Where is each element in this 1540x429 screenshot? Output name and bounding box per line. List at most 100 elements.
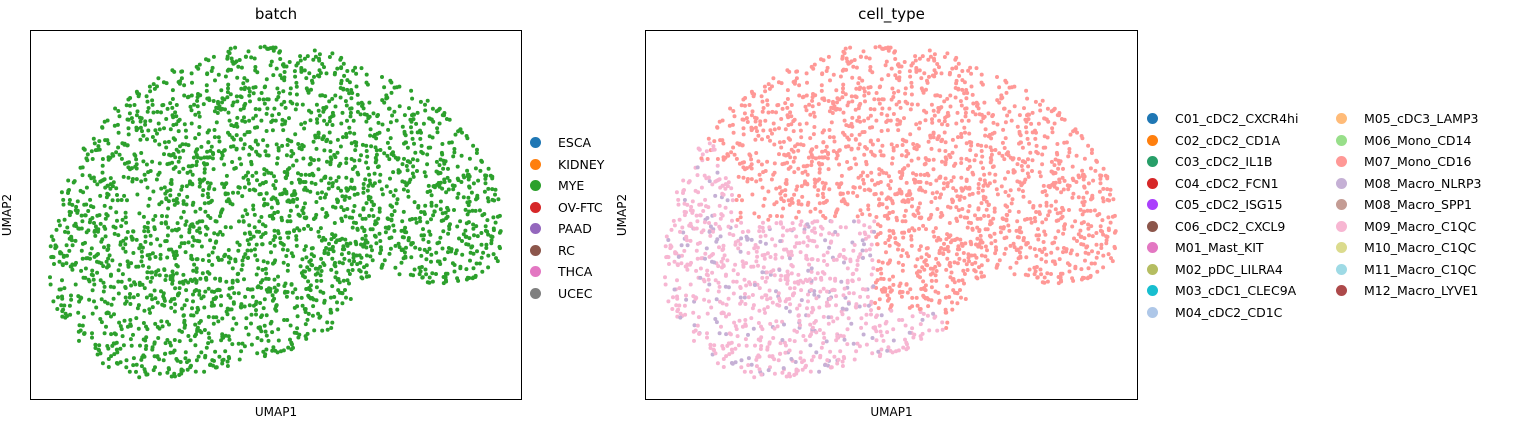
scatter-point [330,110,335,115]
scatter-point [929,285,934,290]
scatter-point [73,238,78,243]
scatter-point [88,256,92,261]
scatter-point [242,344,247,349]
scatter-point [138,125,143,130]
scatter-point [131,356,136,361]
scatter-point [1082,156,1087,161]
scatter-point [1104,241,1109,246]
scatter-point [270,298,275,303]
scatter-point [865,294,870,299]
scatter-point [382,100,387,105]
scatter-point [202,328,207,332]
scatter-point [131,295,136,300]
scatter-point [86,228,91,233]
scatter-point [169,305,174,310]
scatter-point [681,230,686,235]
scatter-point [261,259,266,264]
legend-label: THCA [558,264,593,280]
scatter-point [879,111,884,116]
scatter-point [930,271,935,276]
scatter-point [276,148,281,153]
scatter-point [91,175,96,180]
scatter-point [1071,178,1076,183]
scatter-point [265,202,270,207]
scatter-point [230,342,235,347]
scatter-point [269,250,273,255]
scatter-point [274,308,279,313]
scatter-point [963,106,968,111]
scatter-point [77,338,81,343]
scatter-point [932,113,937,118]
scatter-point [692,226,697,231]
scatter-point [860,256,865,260]
scatter-point [92,141,97,146]
scatter-point [794,76,799,81]
scatter-point [150,102,155,107]
scatter-point [868,107,873,111]
scatter-point [484,173,489,178]
batch-legend: ESCA KIDNEY MYE OV-FTC PAAD RC THCA UCEC [530,132,604,304]
scatter-point [1056,281,1061,286]
scatter-point [174,103,179,107]
scatter-point [429,193,434,198]
scatter-point [393,188,398,193]
scatter-point [165,338,170,342]
scatter-point [135,192,140,197]
scatter-point [415,169,419,173]
scatter-point [841,248,846,252]
scatter-point [347,91,352,96]
scatter-point [170,97,175,101]
scatter-point [328,155,333,160]
scatter-point [336,186,341,191]
scatter-point [374,148,379,153]
scatter-point [378,251,383,256]
scatter-point [373,234,378,239]
scatter-point [117,114,122,119]
scatter-point [200,258,205,262]
scatter-point [166,225,171,230]
scatter-point [976,186,981,191]
scatter-point [87,297,92,302]
scatter-point [288,208,293,213]
scatter-point [93,346,98,350]
scatter-point [1099,246,1104,250]
scatter-point [907,330,912,335]
scatter-point [108,176,113,181]
scatter-point [885,293,890,298]
scatter-point [873,45,878,50]
scatter-point [203,224,208,229]
scatter-point [96,144,101,149]
scatter-point [307,286,312,290]
scatter-point [355,109,360,114]
scatter-point [288,337,292,342]
scatter-point [105,213,110,218]
scatter-point [674,303,679,308]
scatter-point [940,159,944,164]
scatter-point [464,242,469,247]
scatter-point [173,155,178,160]
scatter-point [372,171,377,176]
scatter-point [767,288,772,293]
scatter-point [354,143,359,148]
scatter-point [959,131,964,136]
scatter-point [435,130,440,135]
scatter-point [264,347,269,352]
scatter-point [194,257,199,262]
scatter-point [262,203,266,208]
scatter-point [896,260,901,265]
scatter-point [970,92,975,97]
scatter-point [189,93,194,98]
scatter-point [347,125,352,130]
scatter-point [479,231,484,235]
scatter-point [220,100,224,105]
scatter-point [1009,118,1014,123]
scatter-point [853,304,858,309]
scatter-point [874,118,879,123]
scatter-point [712,213,717,218]
scatter-point [368,227,373,232]
scatter-point [770,300,775,305]
scatter-point [226,110,231,115]
scatter-point [676,254,681,259]
scatter-point [722,253,727,258]
scatter-point [749,177,754,182]
